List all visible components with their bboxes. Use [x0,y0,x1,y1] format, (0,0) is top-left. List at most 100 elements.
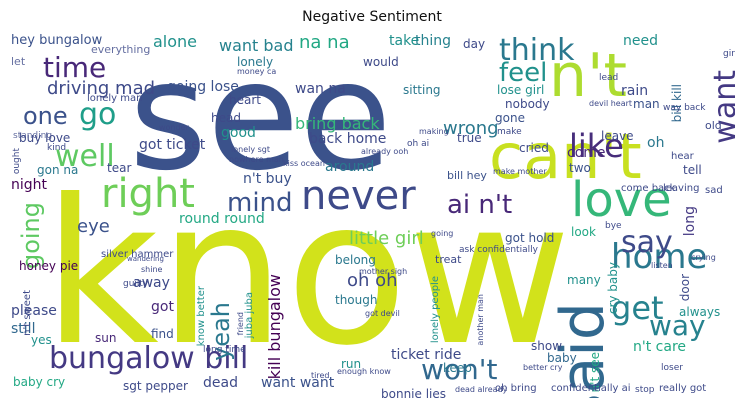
cloud-word-well: well [55,139,115,174]
cloud-word-juba-juba: juba juba [244,292,255,339]
cloud-word-one: one [23,102,68,130]
cloud-word-round-round: round round [179,211,265,227]
cloud-word-cried: cried [519,141,549,155]
cloud-word-belong: belong [335,253,376,267]
cloud-word-bungalow-bill: bungalow bill [49,341,249,376]
cloud-word-money-ca: money ca [237,67,277,76]
cloud-word-mind: mind [227,188,293,218]
cloud-word-heart: heart [229,93,261,107]
cloud-word-kind: kind [47,143,67,153]
cloud-word-nowhere-man: nowhere man [229,155,284,164]
cloud-word-kiss-ocean: kiss ocean [283,159,325,168]
cloud-word-buy-love: buy love [19,131,71,145]
cloud-word-girl: girl [723,49,735,59]
cloud-word-lonely: lonely [237,55,274,69]
cloud-word-little-girl: little girl [349,228,424,249]
cloud-word-take: take [389,34,420,49]
cloud-word-make-mother: make mother [493,167,547,176]
cloud-word-keep: keep [443,361,472,375]
cloud-word-get: get [611,289,664,327]
cloud-word-na-na: na na [299,34,350,53]
cloud-word-know: know [43,157,572,390]
cloud-word-true: true [457,131,482,145]
cloud-word-show: show [531,339,563,353]
cloud-word-confidentially-ai: confidentially ai [551,383,631,394]
cloud-word-two: two [569,161,591,175]
cloud-word-leaving: leaving [663,183,700,194]
cloud-word-oh-bring: oh bring [495,383,537,394]
cloud-word-wonder: wonder [159,123,189,132]
cloud-word-ought: ought [12,148,22,175]
cloud-word-feel: feel [499,58,548,88]
cloud-word-bill-hey: bill hey [447,169,487,182]
chart-title: Negative Sentiment [302,9,442,25]
cloud-word-right: right [101,171,195,217]
cloud-word-baby-cry: baby cry [13,375,66,389]
cloud-word-see: see [129,34,392,204]
cloud-word-devil-heart: devil heart [589,99,633,108]
cloud-word-gone: gone [495,111,525,125]
cloud-word-home: home [611,237,708,277]
cloud-word-nobody: nobody [505,97,550,111]
cloud-word-go: go [79,97,117,132]
cloud-word-oh-oh: oh oh [347,270,398,291]
cloud-word-rain: rain [621,83,649,99]
cloud-word-tired: tired [311,371,330,380]
cloud-word-always: always [679,305,721,319]
cloud-word-thing: thing [415,34,452,49]
cloud-word-everything: everything [91,43,151,56]
cloud-word-hear: hear [671,151,694,162]
cloud-word-n-t-sweet: n't sweet [22,290,33,336]
cloud-word-door: door [678,274,692,302]
cloud-word-guilty: guilty [123,279,149,289]
cloud-word-better-cry: better cry [523,363,563,372]
cloud-word-like: like [569,127,624,165]
cloud-word-know-better: know better [196,286,207,347]
cloud-word-really-got: really got [659,383,707,394]
cloud-word-lose-girl: lose girl [497,83,545,97]
cloud-word-let: let [11,55,26,68]
cloud-word-lead: lead [599,73,619,83]
cloud-word-way-back: way back [663,103,706,113]
cloud-word-need: need [623,34,658,49]
cloud-word-lonely-man: lonely man [87,93,143,104]
cloud-word-got-devil: got devil [365,309,400,318]
cloud-word-already-ooh: already ooh [361,147,409,156]
cloud-word-bonnie-lies: bonnie lies [381,387,447,398]
cloud-word-got-ticket: got ticket [139,137,206,153]
cloud-word-mother-sigh: mother sigh [359,267,408,276]
cloud-word-leave: leave [601,129,634,143]
cloud-word-oh: oh [647,135,665,151]
cloud-word-silver-hammer: silver hammer [101,249,174,260]
cloud-word-loser: loser [661,363,683,373]
cloud-word-alone: alone [153,34,198,51]
cloud-word-man: man [633,97,660,111]
cloud-word-going-lose: going lose [167,79,239,95]
cloud-word-ticket-ride: ticket ride [391,347,462,363]
cloud-word-sad: sad [705,185,723,196]
cloud-word-good: good [221,125,256,141]
cloud-word-around: around [325,159,375,175]
word-cloud: see know can't n't love said never right bungalo… [11,34,735,398]
cloud-word-kill-bungalow: kill bungalow [265,274,284,380]
cloud-word-make: make [497,127,522,137]
cloud-word-lonely-sgt: lonely sgt [231,145,270,154]
cloud-word-listen: listen [651,261,673,270]
cloud-word-wandering: wandering [127,255,164,263]
cloud-word-dead-already: dead already [455,385,508,394]
cloud-word-oh-ai: oh ai [407,139,430,149]
cloud-word-got-hold: got hold [505,231,555,245]
cloud-word-way: way [649,309,706,342]
cloud-word-ask-confidentially: ask confidentially [459,245,538,255]
cloud-word-back-home: back home [309,131,387,147]
cloud-word-day: day [463,37,486,51]
cloud-word-come: come [567,145,606,161]
cloud-word-standing: standing [13,131,53,141]
cloud-word-want: want [708,70,735,144]
cloud-word-want-bad: want bad [219,36,294,55]
cloud-word-find: find [151,327,174,341]
cloud-word-head: head [211,111,241,125]
cloud-word-run: run [341,357,362,371]
cloud-word-stop: stop [635,385,655,395]
cloud-word-sitting: sitting [403,83,441,97]
